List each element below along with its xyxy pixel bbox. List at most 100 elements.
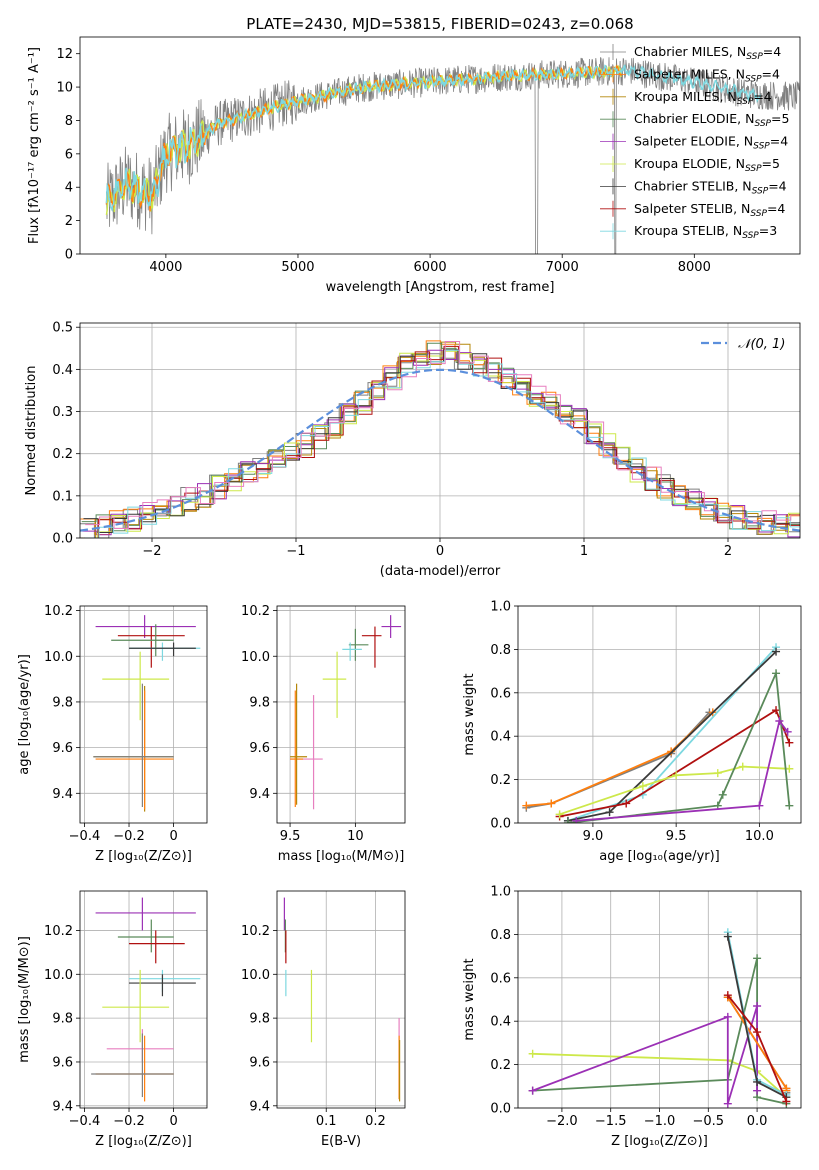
model-spectrum-line xyxy=(105,64,762,213)
y-tick-label: 0.0 xyxy=(52,532,73,547)
age-vs-Z-panel: −0.4 −0.2 0 9.4 9.6 9.8 10.0 10.2 Z [log₁₀(Z/Z⊙)… xyxy=(17,604,208,864)
y-axis-label: Normed distribution xyxy=(24,366,39,496)
x-axis-label: age [log₁₀(age/yr)] xyxy=(599,849,720,864)
y-tick-label: 0.4 xyxy=(490,1015,511,1030)
x-axis-label: E(B-V) xyxy=(321,1134,361,1149)
legend-label: Kroupa ELODIE, NSSP=5 xyxy=(634,156,780,174)
y-tick-label: 10.2 xyxy=(44,924,73,939)
mass-weight-point-marker xyxy=(772,669,781,678)
y-tick-label: 0 xyxy=(65,248,73,263)
y-tick-label: 0.0 xyxy=(490,1102,511,1117)
mass-weight-point-marker xyxy=(772,706,781,715)
legend-label: Salpeter STELIB, NSSP=4 xyxy=(634,201,785,219)
error-bar-point xyxy=(102,969,170,1043)
mass-weight-point-marker xyxy=(753,1002,762,1011)
y-tick-label: 0.6 xyxy=(490,971,511,986)
legend-label-value: =4 xyxy=(762,66,780,81)
y-tick-label: 10.2 xyxy=(241,604,270,619)
mass-vs-ebv-frame xyxy=(276,890,406,1109)
error-bar-point xyxy=(381,615,402,638)
mass-weight-point-marker xyxy=(605,808,614,817)
mass-weight-series-line xyxy=(576,718,789,822)
y-tick-label: 10.0 xyxy=(241,968,270,983)
mass-weight-point-marker xyxy=(547,799,556,808)
legend-label-value: =5 xyxy=(771,111,789,126)
mass-weight-point-marker xyxy=(755,801,764,810)
mass-weight-point-marker xyxy=(785,801,794,810)
x-tick-label: 5000 xyxy=(281,260,314,275)
y-tick-label: 9.6 xyxy=(249,741,270,756)
age-vs-Z-frame xyxy=(79,605,208,824)
x-tick-label: 0.2 xyxy=(365,1114,386,1129)
x-axis-label: wavelength [Angstrom, rest frame] xyxy=(326,280,555,295)
y-tick-label: 0.2 xyxy=(490,1058,511,1073)
y-axis-label: mass weight xyxy=(462,673,477,755)
y-tick-label: 4 xyxy=(65,181,73,196)
x-axis-label: Z [log₁₀(Z/Z⊙)] xyxy=(95,1134,192,1149)
legend-label: Kroupa STELIB, NSSP=3 xyxy=(634,223,777,241)
x-tick-label: −0.5 xyxy=(693,1114,725,1129)
y-tick-label: 10.0 xyxy=(44,650,73,665)
y-tick-label: 9.4 xyxy=(249,1099,270,1114)
y-tick-label: 0.1 xyxy=(52,489,73,504)
x-tick-label: 10.0 xyxy=(745,829,774,844)
y-tick-label: 9.8 xyxy=(249,1012,270,1027)
x-tick-label: 10 xyxy=(347,829,364,844)
x-tick-label: 0.1 xyxy=(316,1114,337,1129)
residuals-plot-area xyxy=(80,340,800,538)
mass-weight-point-marker xyxy=(563,819,572,823)
legend-label: Chabrier MILES, NSSP=4 xyxy=(634,44,781,62)
y-tick-label: 6 xyxy=(65,147,73,162)
legend-label-value: =4 xyxy=(768,178,786,193)
residual-histogram-line xyxy=(85,341,800,529)
x-tick-label: 9.5 xyxy=(666,829,687,844)
spectrum-panel: 4000 5000 6000 7000 8000 0 2 4 6 8 10 12 wavelength … xyxy=(27,36,801,295)
figure-title: PLATE=2430, MJD=53815, FIBERID=0243, z=0… xyxy=(246,15,633,33)
error-bar-point xyxy=(111,624,174,657)
legend-label-value: =4 xyxy=(753,89,771,104)
mass-vs-Z-panel: −0.4 −0.2 0 9.4 9.6 9.8 10.0 10.2 Z [log₁₀(Z/Z⊙)… xyxy=(17,890,208,1149)
x-tick-label: 6000 xyxy=(414,260,447,275)
legend-label-value: =4 xyxy=(767,201,785,216)
x-tick-label: 0 xyxy=(169,1114,177,1129)
mass-weight-point-marker xyxy=(753,1028,762,1037)
residuals-frame xyxy=(79,322,801,539)
error-bar-point xyxy=(322,651,347,718)
normal-curve-line xyxy=(80,368,800,532)
mass-weight-point-marker xyxy=(772,647,781,656)
y-tick-label: 0.6 xyxy=(490,686,511,701)
mass-weight-series-line xyxy=(559,765,790,816)
x-tick-label: −0.4 xyxy=(69,829,101,844)
x-tick-label: −1.5 xyxy=(595,1114,627,1129)
spectrum-plot-area xyxy=(105,57,800,254)
mass-vs-ebv-plot-area xyxy=(283,897,401,1102)
y-tick-label: 0.8 xyxy=(490,928,511,943)
mass-weight-vs-age-plot-area xyxy=(522,643,794,823)
mass-vs-ebv-panel: 0.1 0.2 9.4 9.6 9.8 10.0 10.2 E(B-V) xyxy=(241,890,406,1149)
error-bar-point xyxy=(129,642,196,657)
x-tick-label: 9.5 xyxy=(280,829,301,844)
error-bar-point xyxy=(348,628,369,661)
y-tick-label: 10.2 xyxy=(241,924,270,939)
mass-weight-point-marker xyxy=(522,801,531,810)
legend-label-value: =3 xyxy=(759,223,777,238)
y-tick-label: 12 xyxy=(56,47,73,62)
spectrum-legend: Chabrier MILES, NSSP=4 Salpeter MILES, NS… xyxy=(600,44,789,241)
mass-weight-vs-age-frame xyxy=(517,605,802,824)
mass-weight-point-marker xyxy=(528,1086,537,1095)
y-tick-label: 2 xyxy=(65,214,73,229)
mass-weight-point-marker xyxy=(718,790,727,799)
x-tick-label: 0 xyxy=(436,544,444,559)
residual-histogram-line xyxy=(82,349,800,538)
y-axis-label: Flux [fλ10⁻¹⁷ erg cm⁻² s⁻¹ A⁻¹] xyxy=(27,47,42,244)
error-bar-point xyxy=(93,683,174,808)
residuals-legend: 𝒩(0, 1) xyxy=(701,337,785,352)
legend-label: Salpeter MILES, NSSP=4 xyxy=(634,66,780,84)
x-tick-label: −1.0 xyxy=(644,1114,676,1129)
observed-spectrum-line xyxy=(106,57,800,254)
legend-label: Salpeter ELODIE, NSSP=4 xyxy=(634,134,788,152)
legend-label-value: =4 xyxy=(770,134,788,149)
y-tick-label: 0.4 xyxy=(490,730,511,745)
y-axis-label: mass [log₁₀(M/M⊙)] xyxy=(17,936,32,1063)
